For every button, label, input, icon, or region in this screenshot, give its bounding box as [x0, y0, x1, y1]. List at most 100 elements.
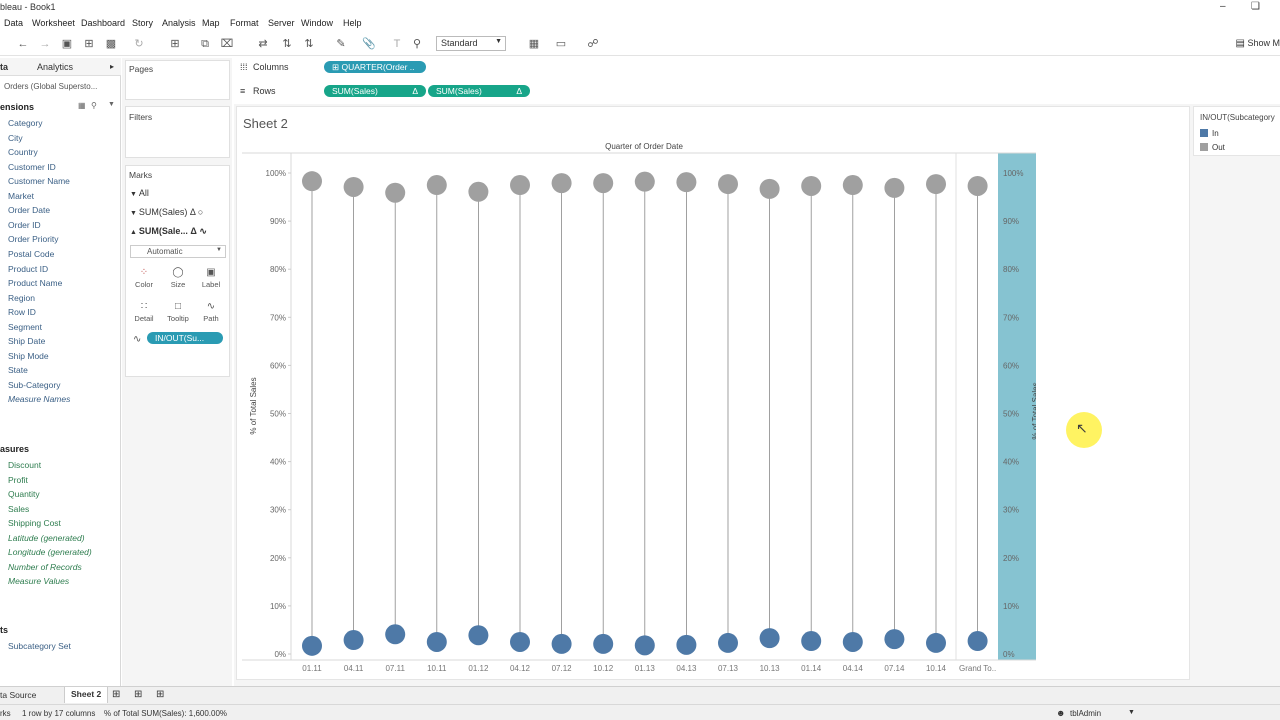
- menu-help[interactable]: Help: [343, 18, 362, 28]
- measure-field[interactable]: Quantity: [8, 489, 40, 500]
- measure-field[interactable]: Profit: [8, 474, 28, 485]
- measure-field[interactable]: Shipping Cost: [8, 518, 61, 529]
- dimension-field[interactable]: Postal Code: [8, 248, 55, 259]
- tab-analytics[interactable]: Analytics: [37, 62, 74, 72]
- legend-swatch-in[interactable]: [1200, 129, 1208, 137]
- inout-pill[interactable]: IN/OUT(Su...: [147, 332, 223, 344]
- new-worksheet-icon[interactable]: ⊞: [170, 38, 180, 50]
- grid-view-icon[interactable]: ▦: [78, 101, 86, 110]
- filters-card[interactable]: [125, 106, 230, 158]
- pause-updates-icon[interactable]: ▩: [105, 38, 117, 50]
- menu-data[interactable]: Data: [4, 18, 24, 28]
- dimension-field[interactable]: Order Date: [8, 205, 51, 216]
- columns-pill[interactable]: ⊞ QUARTER(Order ..: [324, 61, 426, 73]
- dimension-field[interactable]: Region: [8, 292, 35, 303]
- fit-dropdown[interactable]: Standard ▼: [436, 36, 506, 51]
- dimension-field[interactable]: Product ID: [8, 263, 49, 274]
- group-icon[interactable]: 📎: [362, 38, 376, 50]
- show-me-button[interactable]: ▤ Show M: [1236, 38, 1280, 49]
- menu-format[interactable]: Format: [230, 18, 259, 28]
- marks-layer-2[interactable]: ▲ SUM(Sale... Δ ∿: [130, 226, 207, 237]
- color-button[interactable]: ⁘ Color: [130, 266, 158, 294]
- pages-card[interactable]: [125, 60, 230, 100]
- refresh-icon[interactable]: ↻: [134, 38, 144, 50]
- dimension-field[interactable]: Market: [8, 190, 34, 201]
- sort-desc-icon[interactable]: ⇅: [304, 38, 314, 50]
- path-button[interactable]: ∿ Path: [197, 300, 225, 328]
- dimension-field[interactable]: Country: [8, 147, 38, 158]
- datasource-name[interactable]: Orders (Global Supersto...: [4, 82, 98, 91]
- marks-all[interactable]: ▼ All: [130, 188, 149, 198]
- rows-pill-2[interactable]: SUM(Sales) Δ: [428, 85, 530, 97]
- tab-sheet-2[interactable]: Sheet 2: [64, 687, 109, 703]
- menu-map[interactable]: Map: [202, 18, 220, 28]
- tab-data-source[interactable]: ta Source: [0, 690, 37, 700]
- menu-worksheet[interactable]: Worksheet: [32, 18, 75, 28]
- search-icon[interactable]: ⚲: [91, 101, 97, 110]
- tab-data[interactable]: ta: [0, 62, 9, 72]
- dimension-field[interactable]: Segment: [8, 321, 43, 332]
- size-button[interactable]: ◯ Size: [164, 266, 192, 294]
- menu-dashboard[interactable]: Dashboard: [81, 18, 126, 28]
- chevron-down-icon[interactable]: ▼: [1128, 709, 1135, 716]
- mark-type-value: Automatic: [147, 247, 183, 256]
- chevron-down-icon[interactable]: ▼: [108, 101, 115, 108]
- marks-layer-1[interactable]: ▼ SUM(Sales) Δ ○: [130, 207, 203, 217]
- legend-item-in[interactable]: In: [1212, 129, 1219, 138]
- sort-asc-icon[interactable]: ⇅: [282, 38, 292, 50]
- swap-icon[interactable]: ⇄: [258, 38, 268, 50]
- legend-item-out[interactable]: Out: [1212, 143, 1225, 152]
- new-dashboard-icon[interactable]: ⊞: [134, 689, 143, 700]
- legend-swatch-out[interactable]: [1200, 143, 1208, 151]
- sheet-title[interactable]: Sheet 2: [243, 116, 288, 131]
- presentation-icon[interactable]: ▭: [555, 38, 567, 50]
- labels-icon[interactable]: T: [393, 38, 401, 50]
- save-icon[interactable]: ▣: [61, 38, 73, 50]
- tooltip-button[interactable]: □ Tooltip: [164, 300, 192, 328]
- measure-field[interactable]: Sales: [8, 503, 30, 514]
- measure-field[interactable]: Latitude (generated): [8, 532, 85, 543]
- new-sheet-icon[interactable]: ⊞: [112, 689, 121, 700]
- highlight-icon[interactable]: ✎: [336, 38, 346, 50]
- new-datasource-icon[interactable]: ⊞: [84, 38, 94, 50]
- duplicate-icon[interactable]: ⧉: [201, 38, 209, 50]
- redo-icon[interactable]: →: [39, 38, 51, 50]
- dimension-field[interactable]: Category: [8, 118, 43, 128]
- dimension-field[interactable]: State: [8, 365, 28, 376]
- pin-icon[interactable]: ⚲: [412, 38, 422, 50]
- measure-field[interactable]: Longitude (generated): [8, 547, 92, 558]
- show-cards-icon[interactable]: ▦: [528, 38, 540, 50]
- dimension-field[interactable]: Order ID: [8, 219, 41, 230]
- clear-icon[interactable]: ⌧: [220, 38, 234, 50]
- dimension-field[interactable]: Order Priority: [8, 234, 59, 245]
- detail-button[interactable]: ∷ Detail: [130, 300, 158, 328]
- dimension-field[interactable]: Product Name: [8, 278, 63, 289]
- measure-field[interactable]: Discount: [8, 460, 42, 470]
- menu-server[interactable]: Server: [268, 18, 295, 28]
- restore-icon[interactable]: ❏: [1251, 1, 1260, 12]
- dimension-field[interactable]: Ship Mode: [8, 350, 49, 361]
- share-icon[interactable]: ☍: [587, 38, 599, 50]
- dot-chart[interactable]: Quarter of Order Date 0% 0% 10% 10% 20% 20% 30%…: [236, 136, 1036, 680]
- dimension-field[interactable]: City: [8, 132, 23, 143]
- menu-story[interactable]: Story: [132, 18, 154, 28]
- set-subcategory[interactable]: Subcategory Set: [8, 641, 71, 651]
- dimension-field[interactable]: Measure Names: [8, 394, 71, 405]
- menu-window[interactable]: Window: [301, 18, 334, 28]
- minimize-icon[interactable]: –: [1220, 1, 1226, 12]
- dimension-field[interactable]: Customer ID: [8, 161, 56, 172]
- label-button[interactable]: ▣ Label: [197, 266, 225, 294]
- status-user[interactable]: tblAdmin: [1070, 709, 1102, 718]
- measure-field[interactable]: Measure Values: [8, 576, 70, 587]
- dimension-field[interactable]: Row ID: [8, 307, 36, 318]
- undo-icon[interactable]: ←: [17, 38, 29, 50]
- measure-field[interactable]: Number of Records: [8, 561, 82, 572]
- dimension-field[interactable]: Sub-Category: [8, 379, 61, 390]
- mark-type-dropdown[interactable]: Automatic ▼: [130, 245, 226, 258]
- dimension-field[interactable]: Ship Date: [8, 336, 46, 347]
- dimension-field[interactable]: Customer Name: [8, 176, 70, 187]
- new-story-icon[interactable]: ⊞: [156, 689, 165, 700]
- rows-pill-1[interactable]: SUM(Sales) Δ: [324, 85, 426, 97]
- tab-menu-icon[interactable]: ▸: [110, 62, 115, 71]
- menu-analysis[interactable]: Analysis: [162, 18, 196, 28]
